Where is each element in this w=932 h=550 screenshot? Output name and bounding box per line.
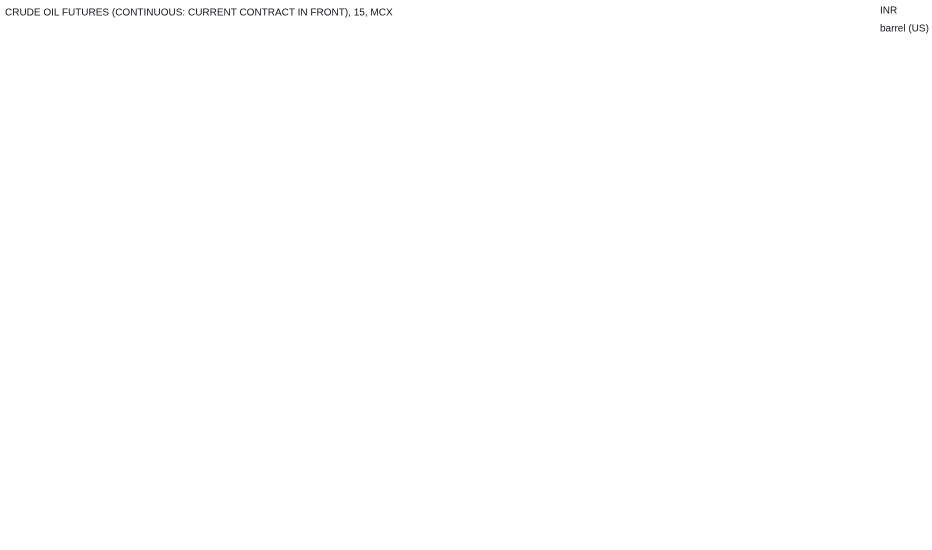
unit-label: barrel (US) bbox=[880, 24, 929, 35]
currency-label: INR bbox=[880, 6, 897, 17]
chart-title: CRUDE OIL FUTURES (CONTINUOUS: CURRENT C… bbox=[5, 8, 393, 19]
